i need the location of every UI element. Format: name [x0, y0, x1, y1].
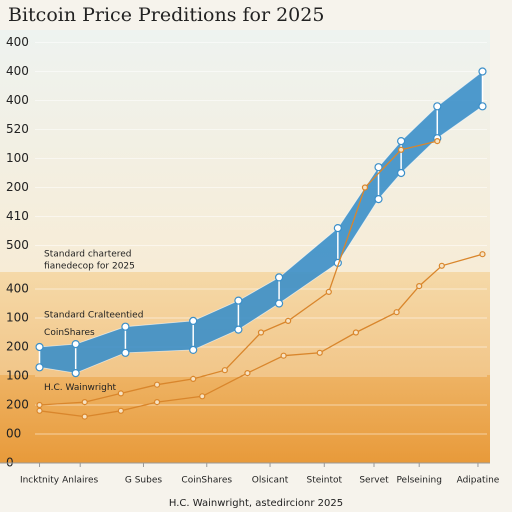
band-area: [39, 71, 483, 374]
y-tick-label: 200: [6, 340, 29, 354]
point: [35, 342, 44, 352]
y-tick-label: 410: [6, 209, 29, 223]
x-tick-label: Incktnity: [20, 476, 60, 486]
point: [35, 363, 44, 372]
point: [189, 316, 198, 325]
point: [416, 283, 423, 290]
x-tick-label: Olsicant: [252, 476, 289, 486]
y-tick-label: 500: [6, 238, 29, 252]
x-tick-label: Servet: [359, 476, 389, 486]
point: [285, 317, 292, 324]
y-tick-label: 400: [6, 93, 29, 107]
point: [325, 288, 332, 295]
annotation: Standard Cralteentied: [44, 311, 143, 321]
point: [71, 369, 80, 378]
point: [274, 273, 284, 282]
y-tick-label: 200: [6, 398, 29, 412]
point: [36, 401, 43, 409]
point: [221, 367, 228, 374]
point: [153, 381, 161, 388]
point: [36, 407, 43, 414]
point: [274, 299, 284, 308]
x-tick-label: CoinShares: [181, 476, 232, 486]
chart-title: Bitcoin Price Preditions for 2025: [8, 4, 324, 26]
point: [280, 352, 287, 359]
point: [81, 413, 88, 420]
point: [352, 329, 360, 336]
x-tick-label: Pelseining: [396, 476, 442, 486]
y-tick-label: 200: [6, 180, 29, 194]
point: [153, 399, 161, 406]
point: [397, 137, 406, 146]
y-tick-label: 400: [6, 64, 29, 78]
annotation: Standard chartered: [44, 250, 132, 260]
point: [397, 168, 406, 178]
annotation: fianedecop for 2025: [44, 261, 135, 271]
x-tick-label: Anlaires: [62, 476, 98, 486]
footer: H.C. Wainwright, astedircionr 2025: [169, 498, 343, 509]
point: [478, 67, 487, 76]
point: [117, 390, 124, 397]
point: [199, 393, 206, 400]
point: [190, 375, 197, 382]
point: [81, 399, 88, 406]
x-tick-label: G Subes: [125, 476, 163, 486]
y-tick-label: 400: [6, 35, 29, 49]
point: [234, 325, 243, 334]
x-tick-label: Steintot: [306, 476, 342, 486]
y-tick-label: 00: [6, 427, 21, 441]
point: [71, 340, 80, 349]
point: [234, 296, 243, 305]
point: [478, 102, 487, 111]
point: [438, 262, 445, 269]
y-tick-label: 100: [6, 369, 29, 383]
point: [316, 349, 323, 356]
point: [189, 345, 198, 354]
point: [374, 195, 383, 204]
point: [393, 309, 400, 316]
y-tick-label: 100: [6, 151, 29, 165]
point: [479, 251, 486, 258]
point: [361, 184, 369, 191]
point: [333, 224, 342, 233]
point: [257, 329, 265, 336]
point: [121, 322, 130, 331]
annotation: CoinShares: [44, 328, 95, 338]
point: [121, 348, 130, 357]
x-tick-label: Adipatine: [457, 476, 500, 486]
series-line: [39, 140, 438, 406]
y-tick-label: 400: [6, 282, 29, 296]
band-low: [0, 375, 490, 463]
point: [433, 102, 442, 111]
point: [434, 138, 441, 145]
annotation: H.C. Wainwright: [44, 383, 116, 393]
point: [244, 370, 251, 377]
point: [398, 146, 405, 153]
point: [117, 407, 124, 414]
point: [374, 163, 383, 172]
y-tick-label: 520: [6, 122, 29, 136]
y-tick-label: 100: [6, 311, 29, 325]
